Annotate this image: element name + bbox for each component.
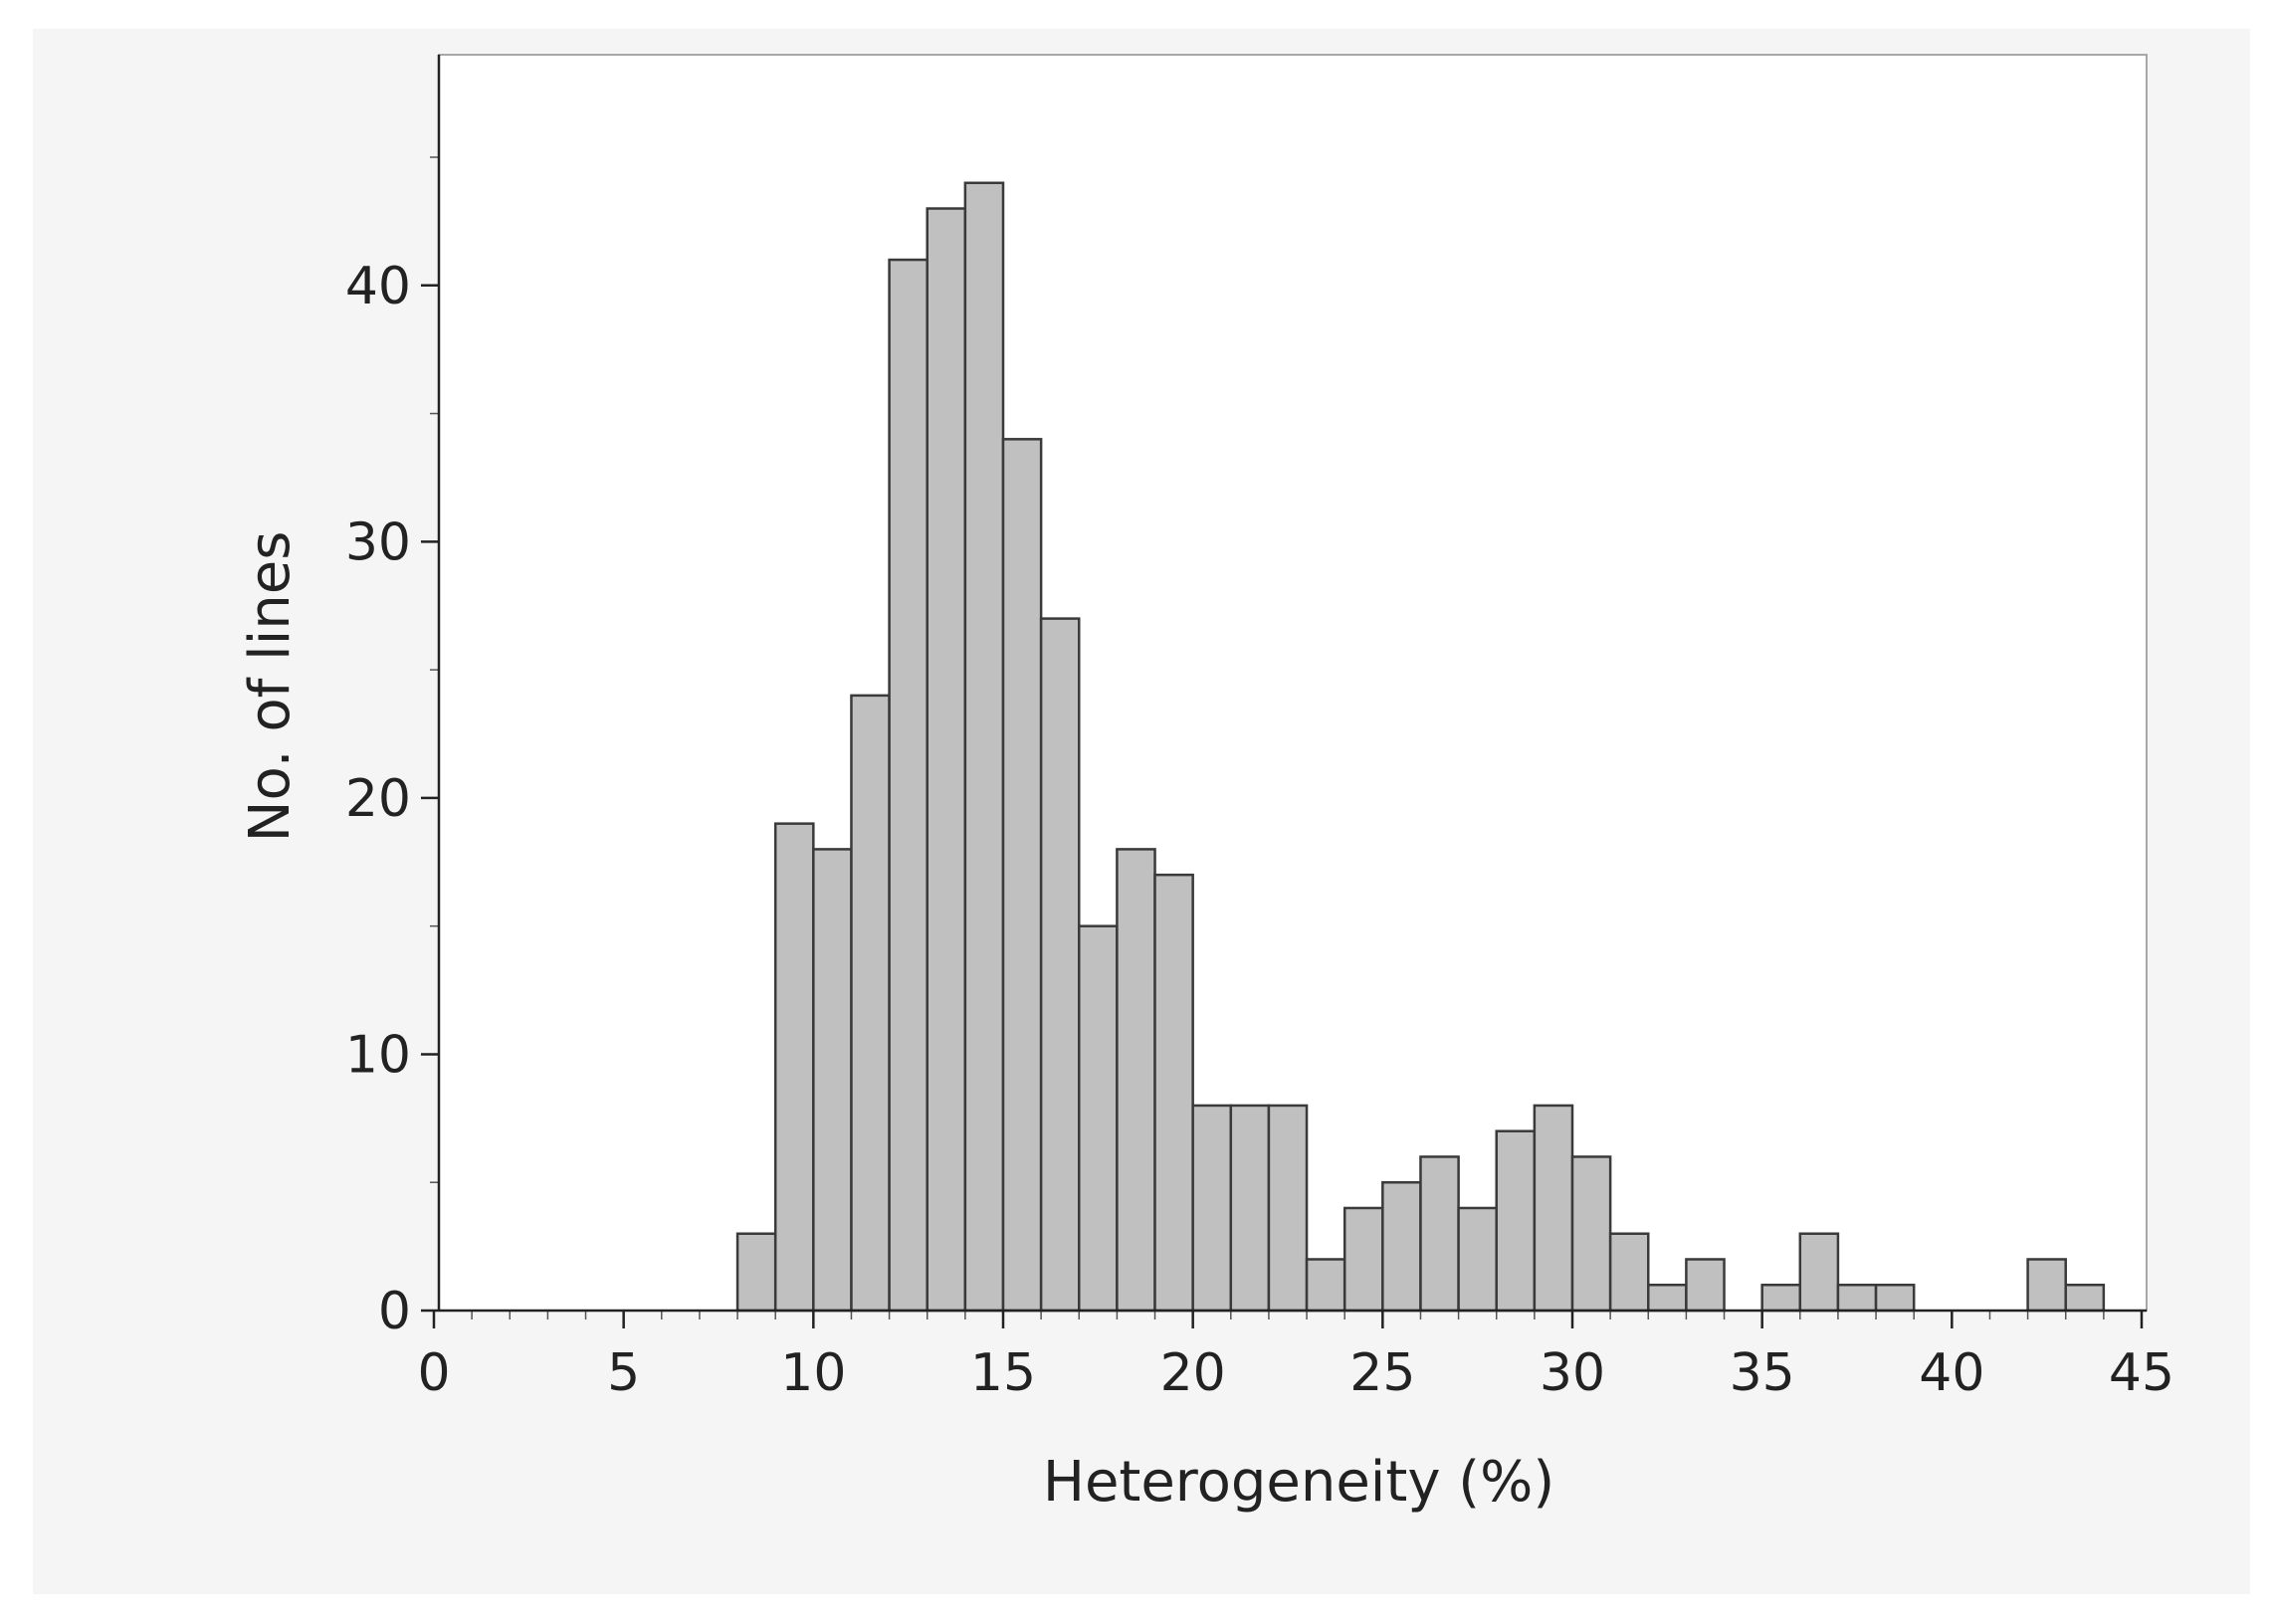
histogram-bar (1457, 1206, 1498, 1313)
major-ticks-group (421, 284, 2144, 1328)
histogram-bar (2064, 1283, 2106, 1313)
histogram-bar (1760, 1283, 1802, 1313)
histogram-bar (1647, 1283, 1688, 1313)
histogram-bar (1533, 1104, 1574, 1313)
histogram-bar (888, 258, 928, 1313)
histogram-bar (1342, 1206, 1384, 1313)
x-tick-label: 5 (607, 1343, 640, 1403)
x-tick-label: 25 (1349, 1343, 1415, 1403)
y-tick-label: 10 (345, 1025, 411, 1085)
histogram-bar (1419, 1155, 1460, 1313)
x-tick-label: 30 (1540, 1343, 1605, 1403)
histogram-bar (850, 694, 891, 1313)
histogram-bar (926, 207, 967, 1313)
x-tick-label: 40 (1919, 1343, 1984, 1403)
y-tick-label: 20 (345, 769, 411, 829)
histogram-bar (1798, 1232, 1840, 1313)
y-tick-labels-group: 0 10 20 30 40 (345, 257, 411, 1341)
x-tick-label: 45 (2109, 1343, 2174, 1403)
histogram-bar (735, 1232, 777, 1313)
histogram-bar (812, 848, 853, 1313)
histogram-bar (1191, 1104, 1233, 1313)
histogram-bar (1836, 1283, 1878, 1313)
histogram-bar (1874, 1283, 1916, 1313)
histogram-bar (1495, 1129, 1537, 1313)
x-tick-label: 35 (1730, 1343, 1795, 1403)
histogram-bar (1229, 1104, 1271, 1313)
histogram-bar (1267, 1104, 1309, 1313)
histogram-bar (2026, 1258, 2067, 1313)
histogram-bar (1116, 848, 1156, 1313)
x-tick-label: 20 (1160, 1343, 1226, 1403)
histogram-bar (1001, 438, 1043, 1313)
x-tick-labels-group: 0 5 10 15 20 25 30 35 40 45 (417, 1343, 2174, 1403)
x-axis-title: Heterogeneity (%) (1043, 1450, 1554, 1515)
histogram-bar (1153, 873, 1194, 1313)
y-axis-title: No. of lines (238, 531, 303, 843)
histogram-bar (1381, 1180, 1422, 1313)
histogram-bar (963, 181, 1005, 1313)
x-tick-label: 15 (970, 1343, 1036, 1403)
y-tick-label: 40 (345, 257, 411, 316)
histogram-bar (1570, 1155, 1612, 1313)
x-tick-label: 10 (780, 1343, 846, 1403)
plot-frame (438, 54, 2148, 1312)
x-tick-label: 0 (417, 1343, 450, 1403)
minor-ticks-group (430, 156, 2105, 1320)
histogram-bar (773, 822, 815, 1313)
histogram-bar (1685, 1258, 1726, 1313)
bars-group (735, 181, 2106, 1313)
histogram-bar (1078, 924, 1119, 1313)
histogram-bar (1608, 1232, 1650, 1313)
y-tick-label: 0 (378, 1282, 411, 1341)
histogram-bar (1305, 1258, 1346, 1313)
histogram-bar (1039, 617, 1081, 1313)
y-tick-label: 30 (345, 512, 411, 572)
